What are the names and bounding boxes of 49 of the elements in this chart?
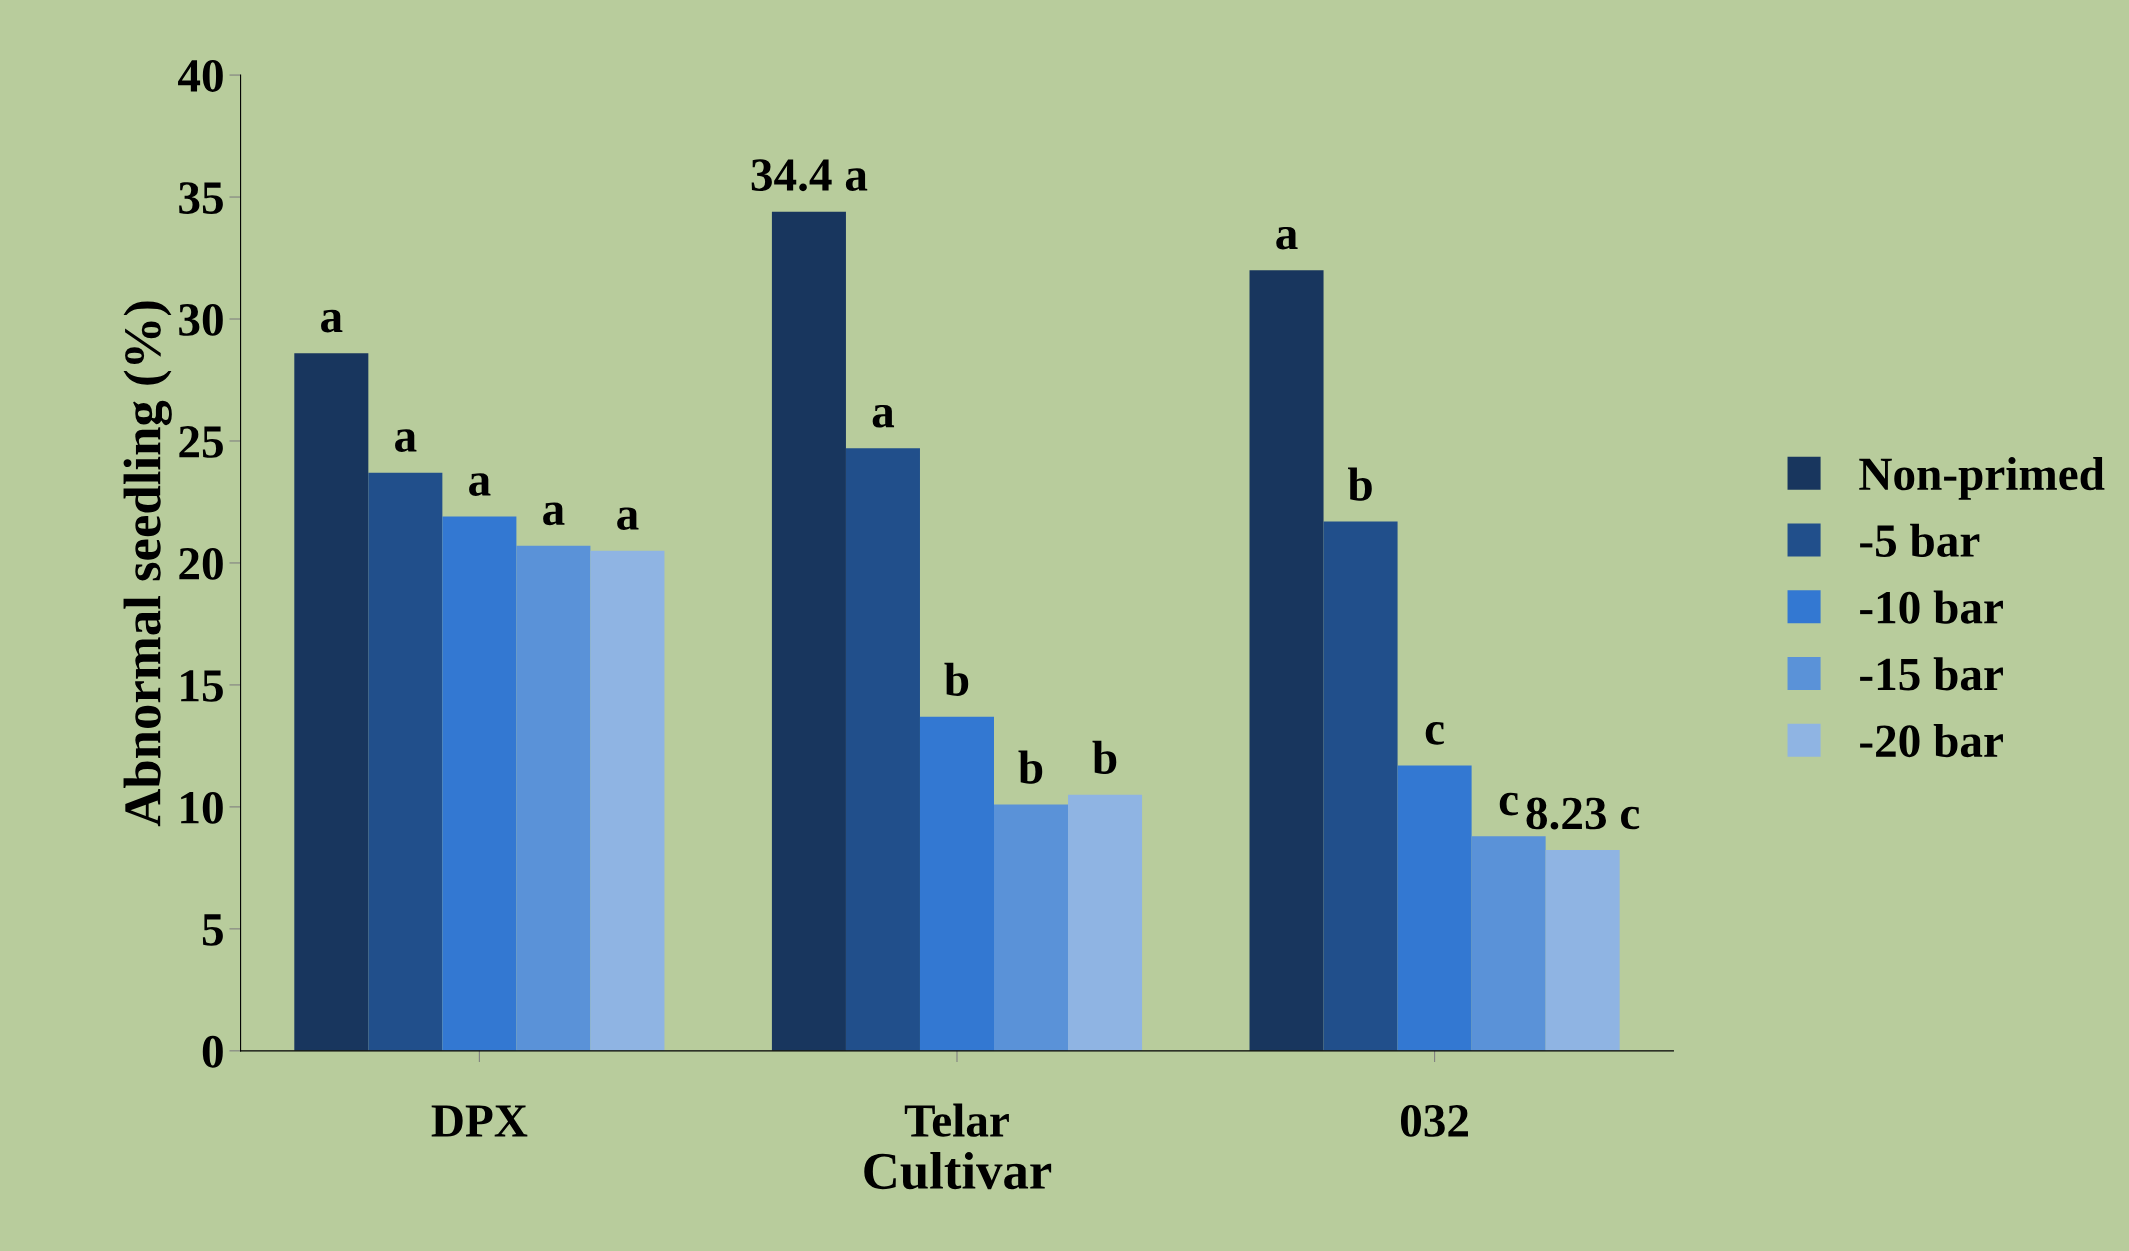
- data-label: b: [1348, 467, 1372, 501]
- y-tick-label: 15: [181, 670, 223, 702]
- data-label: c: [1425, 722, 1444, 745]
- y-tick-label: 40: [178, 60, 223, 92]
- y-tick-label: 10: [181, 791, 223, 824]
- data-label: c: [1499, 792, 1518, 816]
- bar: [590, 550, 665, 1051]
- x-tick-label: DPX: [431, 1105, 528, 1137]
- bar: [771, 211, 846, 1051]
- data-label: a: [872, 404, 895, 428]
- legend-label: -15 bar: [1860, 657, 2003, 691]
- y-tick-label: 25: [179, 426, 223, 458]
- y-tick-label: 5: [202, 914, 223, 946]
- data-label: 8.23 c: [1526, 797, 1640, 830]
- bar: [1397, 765, 1472, 1051]
- data-label: a: [543, 502, 565, 526]
- bar: [845, 448, 920, 1051]
- y-tick-label: 20: [179, 547, 223, 580]
- y-tick-label: 30: [179, 303, 223, 336]
- x-tick-label: Telar: [904, 1103, 1009, 1137]
- y-tick-label: 35: [179, 182, 223, 214]
- bar: [294, 353, 369, 1051]
- bar: [442, 516, 517, 1051]
- y-tick-label: 0: [202, 1035, 223, 1068]
- bar: [994, 804, 1069, 1051]
- bar: [368, 472, 443, 1051]
- bar: [1545, 850, 1620, 1051]
- data-label: b: [1092, 740, 1117, 774]
- bar: [1249, 270, 1324, 1051]
- legend-label: -20 bar: [1860, 723, 2003, 758]
- y-axis-title: Abnormal seedling (%): [123, 301, 172, 827]
- legend-label: Non-primed: [1859, 457, 2105, 500]
- data-label: a: [617, 507, 639, 531]
- data-label: b: [1018, 750, 1043, 784]
- bar: [1068, 794, 1143, 1051]
- x-tick-label: 032: [1400, 1104, 1468, 1137]
- data-label: b: [944, 662, 969, 696]
- bar: [1323, 521, 1398, 1051]
- bar: [1471, 836, 1546, 1051]
- data-label: 34.4 a: [751, 159, 868, 192]
- data-label: a: [395, 429, 417, 452]
- legend-label: -10 bar: [1860, 590, 2003, 624]
- bar: [516, 545, 591, 1051]
- data-label: a: [321, 309, 343, 333]
- x-axis-title: Cultivar: [864, 1152, 1052, 1190]
- data-label: a: [469, 473, 491, 496]
- bar: [919, 716, 994, 1051]
- legend-label: -5 bar: [1860, 523, 1980, 557]
- data-label: a: [1276, 226, 1298, 250]
